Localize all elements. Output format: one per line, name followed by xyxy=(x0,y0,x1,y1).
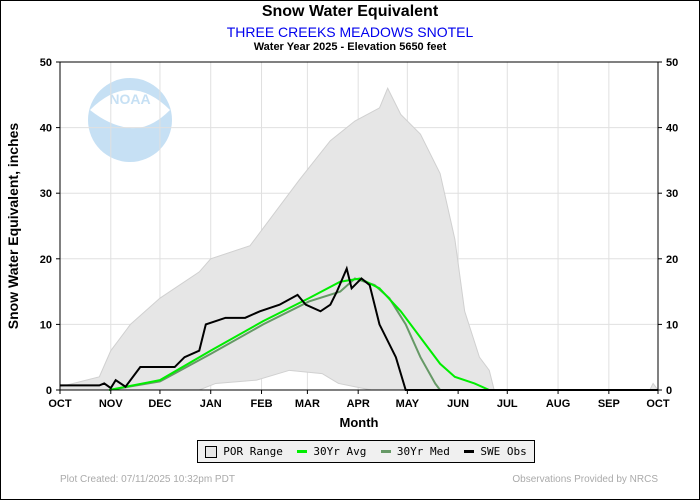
x-tick-label: FEB xyxy=(251,398,273,410)
x-axis-label: Month xyxy=(340,415,379,430)
y-tick-label: 30 xyxy=(40,188,52,200)
x-tick-label: AUG xyxy=(546,398,570,410)
legend: POR Range 30Yr Avg 30Yr Med SWE Obs xyxy=(197,440,535,463)
chart-title: Snow Water Equivalent xyxy=(261,3,439,20)
y-tick-label: 50 xyxy=(40,57,52,69)
x-tick-label: JUN xyxy=(447,398,469,410)
y-tick-label: 40 xyxy=(40,123,52,135)
chart-subtitle: Water Year 2025 - Elevation 5650 feet xyxy=(253,41,447,53)
svg-text:NOAA: NOAA xyxy=(109,91,150,107)
x-tick-label: APR xyxy=(347,398,370,410)
plot-border xyxy=(59,61,659,391)
y-tick-label-right: 40 xyxy=(666,123,678,135)
legend-label: SWE Obs xyxy=(480,445,527,458)
obs-provided: Observations Provided by NRCS xyxy=(512,474,658,485)
y-tick-label-right: 50 xyxy=(666,57,678,69)
y-tick-label: 20 xyxy=(40,254,52,266)
x-tick-label: DEC xyxy=(148,398,171,410)
x-tick-label: SEP xyxy=(598,398,620,410)
x-tick-label: OCT xyxy=(48,398,72,410)
legend-por: POR Range xyxy=(205,445,283,458)
x-tick-label: NOV xyxy=(99,398,124,410)
y-tick-label-right: 10 xyxy=(666,319,678,331)
x-tick-label: JAN xyxy=(200,398,222,410)
series-swe-obs xyxy=(60,265,658,391)
legend-obs: SWE Obs xyxy=(464,445,527,458)
x-tick-label: OCT xyxy=(646,398,670,410)
series-30yr-avg xyxy=(108,277,658,391)
x-tick-label: MAY xyxy=(396,398,420,410)
y-tick-label-right: 0 xyxy=(666,385,672,397)
x-tick-label: MAR xyxy=(295,398,320,410)
y-axis-label: Snow Water Equivalent, inches xyxy=(5,123,21,330)
y-tick-label: 0 xyxy=(46,385,52,397)
y-tick-label-right: 20 xyxy=(666,254,678,266)
noaa-logo: NOAA xyxy=(88,78,172,162)
station-name: THREE CREEKS MEADOWS SNOTEL xyxy=(226,24,474,40)
y-tick-label: 10 xyxy=(40,319,52,331)
x-tick-label: JUL xyxy=(497,398,518,410)
legend-label: 30Yr Avg xyxy=(313,445,367,458)
y-tick-label-right: 30 xyxy=(666,188,678,200)
legend-label: POR Range xyxy=(223,445,283,458)
legend-avg: 30Yr Avg xyxy=(297,445,366,458)
por-range-area xyxy=(59,87,659,391)
legend-med: 30Yr Med xyxy=(380,445,450,458)
legend-label: 30Yr Med xyxy=(396,445,450,458)
plot-created: Plot Created: 07/11/2025 10:32pm PDT xyxy=(60,474,235,485)
